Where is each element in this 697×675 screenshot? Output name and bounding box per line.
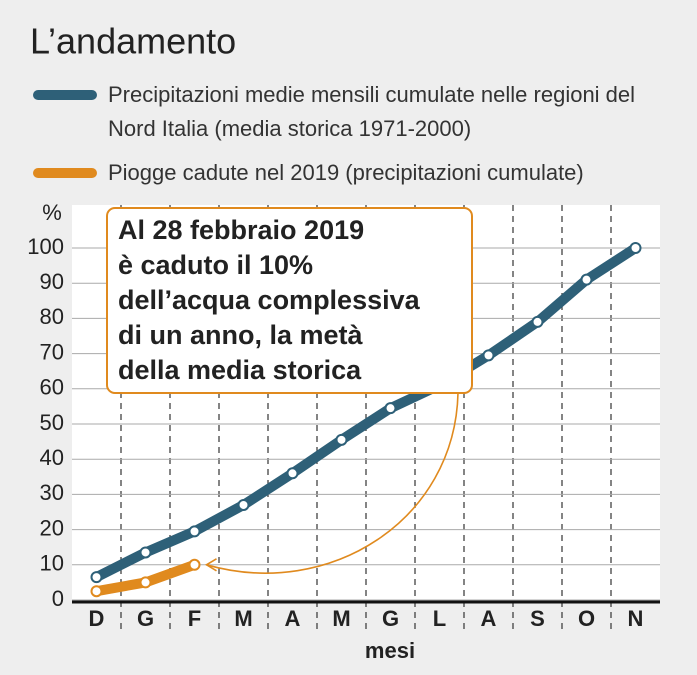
annotation-text: di un anno, la metà — [118, 320, 364, 350]
point — [139, 546, 152, 559]
chart-title: L’andamento — [30, 21, 236, 62]
x-tick-label: O — [578, 606, 595, 631]
y-tick-label: 80 — [40, 304, 64, 329]
y-tick-label: 70 — [40, 339, 64, 364]
y-tick-label: 60 — [40, 375, 64, 400]
point — [286, 467, 299, 480]
annotation-text: è caduto il 10% — [118, 250, 313, 280]
point — [139, 576, 152, 589]
x-tick-label: L — [433, 606, 446, 631]
x-tick-label: M — [332, 606, 350, 631]
legend-label: Precipitazioni medie mensili cumulate ne… — [108, 82, 636, 141]
arrow-head — [204, 558, 217, 572]
y-tick-label: 50 — [40, 410, 64, 435]
point — [90, 571, 103, 584]
annotation-arrow — [206, 392, 459, 574]
x-tick-label: G — [382, 606, 399, 631]
annotation-text: dell’acqua complessiva — [118, 285, 421, 315]
point — [384, 402, 397, 415]
point — [188, 558, 201, 571]
y-tick-label: 20 — [40, 515, 64, 540]
point — [531, 315, 544, 328]
x-tick-label: N — [628, 606, 644, 631]
y-tick-label: 90 — [40, 269, 64, 294]
y-tick-label: 100 — [27, 234, 64, 259]
point — [482, 349, 495, 362]
point — [188, 525, 201, 538]
x-tick-label: A — [285, 606, 301, 631]
y-axis-label: % — [42, 200, 62, 225]
y-tick-label: 30 — [40, 480, 64, 505]
x-axis-label: mesi — [365, 638, 415, 663]
annotation-text: della media storica — [118, 355, 362, 385]
legend-label: Piogge cadute nel 2019 (precipitazioni c… — [108, 160, 584, 185]
x-tick-label: G — [137, 606, 154, 631]
x-tick-label: D — [89, 606, 105, 631]
annotation-box — [106, 207, 473, 394]
series-line — [91, 243, 641, 583]
point — [580, 273, 593, 286]
y-tick-label: 40 — [40, 445, 64, 470]
x-tick-label: A — [481, 606, 497, 631]
y-tick-label: 10 — [40, 551, 64, 576]
annotation-text: Al 28 febbraio 2019 — [118, 215, 364, 245]
point — [237, 498, 250, 511]
point — [335, 433, 348, 446]
y-tick-label: 0 — [52, 586, 64, 611]
x-tick-label: F — [188, 606, 201, 631]
point — [90, 585, 103, 598]
x-tick-label: M — [234, 606, 252, 631]
point — [629, 242, 642, 254]
x-tick-label: S — [530, 606, 545, 631]
